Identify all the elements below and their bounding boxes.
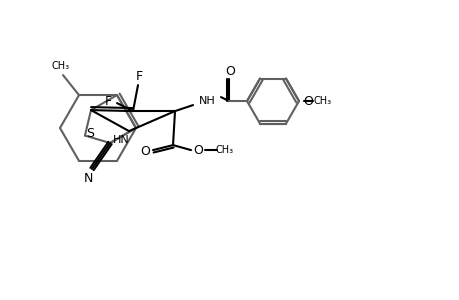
Text: O: O (224, 64, 235, 78)
Text: CH₃: CH₃ (215, 145, 234, 155)
Text: S: S (86, 127, 94, 140)
Text: NH: NH (198, 96, 215, 106)
Text: CH₃: CH₃ (52, 61, 70, 71)
Text: O: O (193, 144, 202, 157)
Text: HN: HN (112, 135, 129, 145)
Text: O: O (302, 94, 312, 108)
Text: O: O (140, 145, 150, 158)
Text: F: F (104, 94, 112, 108)
Text: N: N (83, 172, 93, 184)
Text: CH₃: CH₃ (313, 96, 331, 106)
Text: F: F (135, 70, 142, 83)
